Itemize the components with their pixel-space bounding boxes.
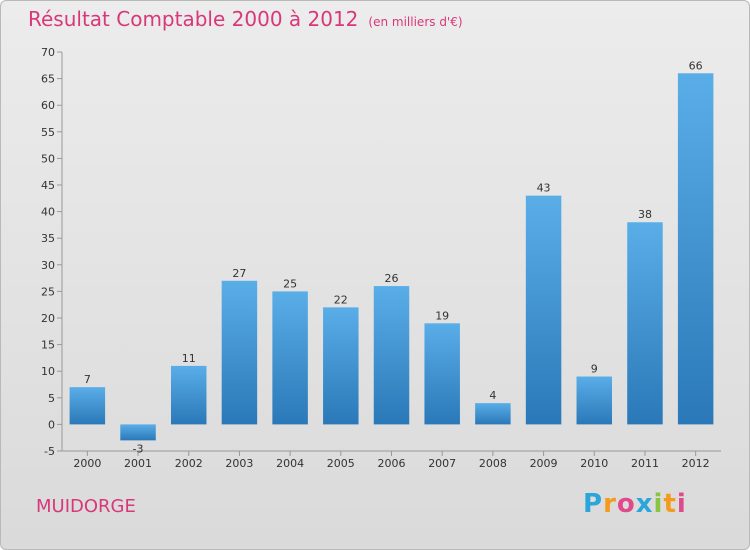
y-tick-label: 15: [41, 339, 55, 352]
bar: [424, 323, 460, 425]
y-tick-label: 40: [41, 206, 55, 219]
bar: [525, 195, 562, 425]
y-tick-label: 25: [41, 285, 55, 298]
data-label: 26: [385, 272, 399, 285]
chart-title: Résultat Comptable 2000 à 2012 (en millie…: [28, 7, 463, 31]
x-tick-label: 2011: [631, 457, 659, 470]
y-tick-label: 10: [41, 365, 55, 378]
y-tick-label: 45: [41, 179, 55, 192]
chart-title-text: Résultat Comptable 2000 à 2012: [28, 7, 359, 31]
data-label: 22: [334, 293, 348, 306]
x-tick-label: 2006: [378, 457, 406, 470]
logo-letter: P: [583, 489, 604, 519]
y-tick-label: 70: [41, 46, 55, 59]
bar: [323, 307, 359, 425]
x-tick-label: 2009: [530, 457, 558, 470]
logo-letter: t: [663, 489, 677, 519]
y-tick-label: 60: [41, 99, 55, 112]
x-tick-label: 2002: [175, 457, 203, 470]
proxiti-logo: Proxiti: [583, 489, 687, 519]
bar: [69, 387, 106, 425]
bar: [677, 73, 714, 425]
y-tick-label: -5: [44, 445, 55, 458]
data-label: 11: [182, 352, 196, 365]
y-tick-label: 50: [41, 152, 55, 165]
y-tick-label: 5: [48, 392, 55, 405]
logo-letter: x: [635, 489, 654, 519]
data-label: 7: [84, 373, 91, 386]
bar: [475, 403, 511, 425]
data-label: 43: [537, 182, 551, 195]
x-tick-label: 2012: [682, 457, 710, 470]
data-label: 27: [232, 267, 246, 280]
bar: [221, 280, 258, 425]
data-label: 4: [489, 389, 496, 402]
x-tick-label: 2007: [428, 457, 456, 470]
logo-letter: i: [676, 489, 687, 519]
y-tick-label: 20: [41, 312, 55, 325]
data-label: 25: [283, 277, 297, 290]
bar: [170, 365, 207, 425]
bar: [120, 424, 156, 441]
x-tick-label: 2001: [124, 457, 152, 470]
y-tick-label: 30: [41, 259, 55, 272]
y-tick-label: 65: [41, 73, 55, 86]
x-tick-label: 2000: [73, 457, 101, 470]
x-tick-label: 2008: [479, 457, 507, 470]
y-tick-label: 35: [41, 232, 55, 245]
data-label: 9: [591, 363, 598, 376]
data-label: -3: [133, 442, 144, 455]
bar: [627, 222, 663, 425]
logo-letter: i: [653, 489, 664, 519]
y-tick-label: 55: [41, 126, 55, 139]
x-tick-label: 2010: [580, 457, 608, 470]
chart-unit-note: (en milliers d'€): [368, 15, 463, 29]
bar: [576, 376, 613, 425]
x-tick-label: 2004: [276, 457, 304, 470]
data-label: 38: [638, 208, 652, 221]
commune-name: MUIDORGE: [36, 496, 136, 517]
bar: [272, 291, 308, 425]
x-tick-label: 2003: [225, 457, 253, 470]
x-tick-label: 2005: [327, 457, 355, 470]
logo-letter: r: [603, 489, 617, 519]
data-label: 19: [435, 309, 449, 322]
logo-letter: o: [616, 489, 636, 519]
bar: [373, 286, 410, 425]
y-tick-label: 0: [48, 418, 55, 431]
data-label: 66: [689, 59, 703, 72]
